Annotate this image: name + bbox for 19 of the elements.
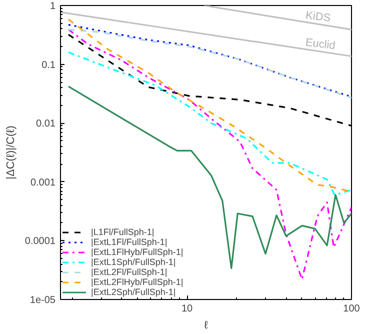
legend-label: |ExtL1Fl/FullSph-1| [91, 237, 168, 247]
y-tick-label: 0.01 [36, 118, 56, 130]
y-tick-label: 0.1 [42, 60, 56, 71]
annotation: KiDS [304, 10, 332, 24]
x-axis-title: ℓ [204, 320, 208, 332]
legend-label: |ExtL1Sph/FullSph-1| [91, 257, 176, 267]
y-axis-title: |ΔC(ℓ)|/C(ℓ) [4, 126, 17, 180]
y-tick-label: 1e-05 [30, 295, 56, 306]
legend-label: |L1Fl/FullSph-1| [91, 227, 154, 237]
legend-label: |ExtL2Sph/FullSph-1| [91, 287, 176, 297]
y-tick-label: 0.001 [30, 177, 56, 188]
y-tick-label: 1 [50, 1, 56, 12]
x-tick-label: 10 [181, 304, 194, 314]
legend-label: |ExtL2FlHyb/FullSph-1| [91, 277, 184, 287]
y-tick-label: 0.0001 [24, 236, 56, 248]
x-tick-label: 100 [343, 304, 360, 314]
legend-label: |ExtL1FlHyb/FullSph-1| [91, 247, 184, 257]
legend-label: |ExtL2Fl/FullSph-1| [91, 267, 168, 277]
annotation: Euclid [304, 36, 336, 52]
